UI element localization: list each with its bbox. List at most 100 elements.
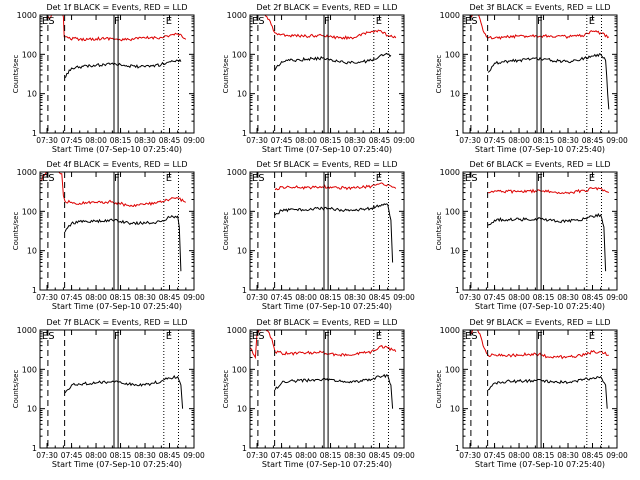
chart-title: Det 2f BLACK = Events, RED = LLD — [256, 3, 397, 12]
axes-frame — [39, 171, 195, 291]
x-tick-label: 08:00 — [508, 136, 530, 145]
chart-title: Det 9f BLACK = Events, RED = LLD — [469, 318, 610, 327]
y-tick-label: 1 — [32, 129, 37, 138]
x-tick-label: 08:15 — [320, 451, 342, 460]
x-tick-label: 09:00 — [183, 136, 205, 145]
x-tick-label: 09:00 — [606, 136, 628, 145]
x-tick-label: 08:15 — [533, 136, 555, 145]
x-tick-label: 08:45 — [159, 451, 181, 460]
x-tick-label: 08:00 — [85, 451, 107, 460]
y-tick-label: 10 — [237, 247, 247, 256]
series-line-lld — [274, 182, 397, 191]
x-tick-label: 08:00 — [508, 451, 530, 460]
y-tick-label: 1000 — [17, 11, 37, 20]
y-tick-label: 100 — [22, 207, 37, 216]
marker-label: E — [376, 331, 382, 342]
x-tick-label: 07:45 — [61, 136, 83, 145]
chart-panel: Det 5f BLACK = Events, RED = LLD ES F E 1 10 1… — [222, 160, 415, 311]
x-tick-label: 09:00 — [606, 293, 628, 302]
series-line-events — [64, 58, 182, 79]
series-line-lld — [40, 172, 187, 208]
x-tick-label: 08:45 — [582, 451, 604, 460]
axes-frame — [39, 329, 195, 449]
x-tick-label: 08:30 — [557, 136, 579, 145]
series-line-lld — [264, 15, 397, 41]
y-axis-label: Counts/sec — [222, 370, 230, 409]
x-tick-label: 08:00 — [295, 451, 317, 460]
chart-title: Det 8f BLACK = Events, RED = LLD — [256, 318, 397, 327]
marker-label: E — [589, 331, 595, 342]
y-tick-label: 1 — [242, 444, 247, 453]
x-tick-label: 08:45 — [582, 293, 604, 302]
marker-label: E — [589, 16, 595, 27]
x-tick-label: 08:30 — [134, 451, 156, 460]
y-tick-label: 100 — [22, 365, 37, 374]
chart-title: Det 7f BLACK = Events, RED = LLD — [46, 318, 187, 327]
y-tick-label: 10 — [450, 90, 460, 99]
chart-title: Det 5f BLACK = Events, RED = LLD — [256, 160, 397, 169]
x-tick-label: 08:45 — [369, 451, 391, 460]
x-tick-label: 08:00 — [295, 293, 317, 302]
marker-label: ES — [465, 16, 478, 27]
marker-label: E — [376, 173, 382, 184]
x-tick-label: 08:15 — [110, 136, 132, 145]
y-tick-label: 1 — [455, 129, 460, 138]
series-line-lld — [470, 330, 609, 360]
x-axis-label: Start Time (07-Sep-10 07:25:40) — [262, 145, 392, 154]
y-tick-label: 100 — [445, 365, 460, 374]
axes-frame — [462, 14, 618, 134]
x-tick-label: 08:00 — [508, 293, 530, 302]
y-tick-label: 100 — [445, 50, 460, 59]
axes-frame — [249, 329, 405, 449]
chart-panel: Det 2f BLACK = Events, RED = LLD ES F E 1 10 1… — [222, 3, 415, 154]
x-tick-label: 07:30 — [246, 451, 268, 460]
chart-panel: Det 6f BLACK = Events, RED = LLD ES F E 1 10 1… — [435, 160, 628, 311]
series-line-events — [487, 212, 607, 272]
marker-label: ES — [42, 173, 55, 184]
axes-frame — [462, 171, 618, 291]
chart-title: Det 1f BLACK = Events, RED = LLD — [46, 3, 187, 12]
chart-panel: Det 7f BLACK = Events, RED = LLD ES F E 1 10 1… — [12, 318, 205, 469]
x-axis-label: Start Time (07-Sep-10 07:25:40) — [262, 460, 392, 469]
y-axis-label: Counts/sec — [222, 212, 230, 251]
marker-label: F — [324, 173, 330, 184]
x-tick-label: 07:45 — [61, 451, 83, 460]
series-line-lld — [487, 186, 610, 195]
marker-label: F — [537, 16, 543, 27]
marker-label: ES — [42, 331, 55, 342]
axes-frame — [39, 14, 195, 134]
x-tick-label: 08:15 — [320, 293, 342, 302]
y-axis-label: Counts/sec — [435, 55, 443, 94]
marker-label: F — [114, 173, 120, 184]
y-tick-label: 1 — [455, 444, 460, 453]
series-line-events — [64, 214, 182, 272]
chart-title: Det 6f BLACK = Events, RED = LLD — [469, 160, 610, 169]
marker-label: ES — [465, 173, 478, 184]
marker-label: E — [166, 331, 172, 342]
chart-title: Det 4f BLACK = Events, RED = LLD — [46, 160, 187, 169]
chart-panel: Det 1f BLACK = Events, RED = LLD ES F E 1 10 1… — [12, 3, 205, 154]
x-tick-label: 08:00 — [85, 293, 107, 302]
marker-label: E — [166, 16, 172, 27]
y-tick-label: 1 — [32, 286, 37, 295]
marker-label: F — [114, 331, 120, 342]
y-tick-label: 10 — [450, 405, 460, 414]
x-tick-label: 07:45 — [484, 293, 506, 302]
x-tick-label: 08:30 — [557, 451, 579, 460]
series-line-lld — [46, 15, 187, 42]
y-tick-label: 1000 — [440, 326, 460, 335]
chart-panel: Det 8f BLACK = Events, RED = LLD ES F E 1 10 1… — [222, 318, 415, 469]
x-tick-label: 08:30 — [134, 136, 156, 145]
series-line-lld — [470, 15, 610, 40]
axes-frame — [249, 14, 405, 134]
y-tick-label: 1000 — [17, 168, 37, 177]
x-tick-label: 07:30 — [36, 293, 58, 302]
x-tick-label: 07:45 — [61, 293, 83, 302]
x-tick-label: 08:45 — [159, 136, 181, 145]
x-tick-label: 08:30 — [344, 293, 366, 302]
y-tick-label: 1 — [455, 286, 460, 295]
x-axis-label: Start Time (07-Sep-10 07:25:40) — [262, 302, 392, 311]
x-tick-label: 09:00 — [393, 293, 415, 302]
axes-frame — [462, 329, 618, 449]
